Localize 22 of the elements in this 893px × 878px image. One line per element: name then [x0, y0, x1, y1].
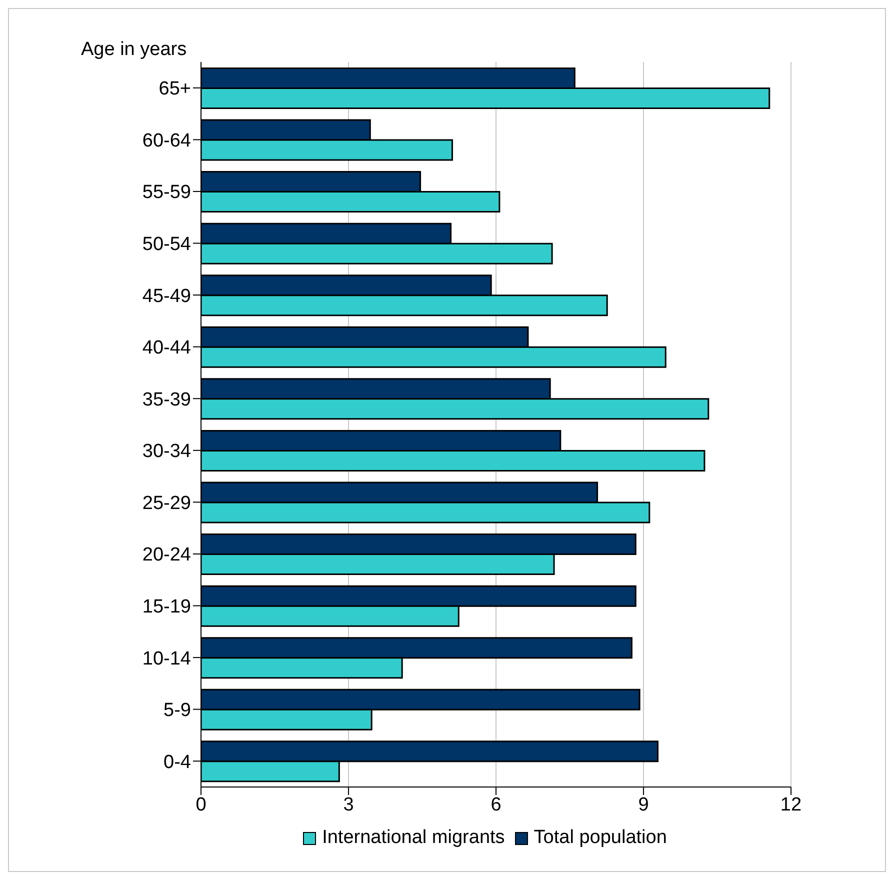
y-tick-label: 50-54: [142, 234, 192, 255]
legend-label: International migrants: [321, 827, 505, 849]
y-tick-label: 45-49: [142, 286, 191, 307]
y-tick-label: 65+: [158, 78, 191, 100]
y-tick-label: 55-59: [142, 182, 191, 204]
x-tick-label: 9: [638, 794, 649, 816]
y-tick-label: 35-39: [142, 389, 191, 410]
x-tick-label: 6: [490, 794, 502, 816]
y-tick-label: 10-14: [142, 648, 192, 670]
legend-label: Total population: [532, 827, 667, 849]
x-tick-label: 12: [780, 794, 802, 816]
y-tick-label: 5-9: [164, 700, 191, 722]
y-tick-label: 15-19: [142, 596, 191, 618]
y-tick-label: 40-44: [142, 338, 192, 359]
y-tick-label: 20-24: [142, 544, 192, 566]
y-tick-label: 25-29: [142, 492, 191, 514]
y-tick-label: 0-4: [164, 752, 192, 773]
y-tick-label: 60-64: [142, 130, 192, 152]
x-tick-label: 0: [196, 794, 206, 816]
y-axis-title: Age in years: [81, 39, 187, 61]
x-tick-label: 3: [343, 794, 354, 816]
y-tick-label: 30-34: [142, 441, 192, 462]
